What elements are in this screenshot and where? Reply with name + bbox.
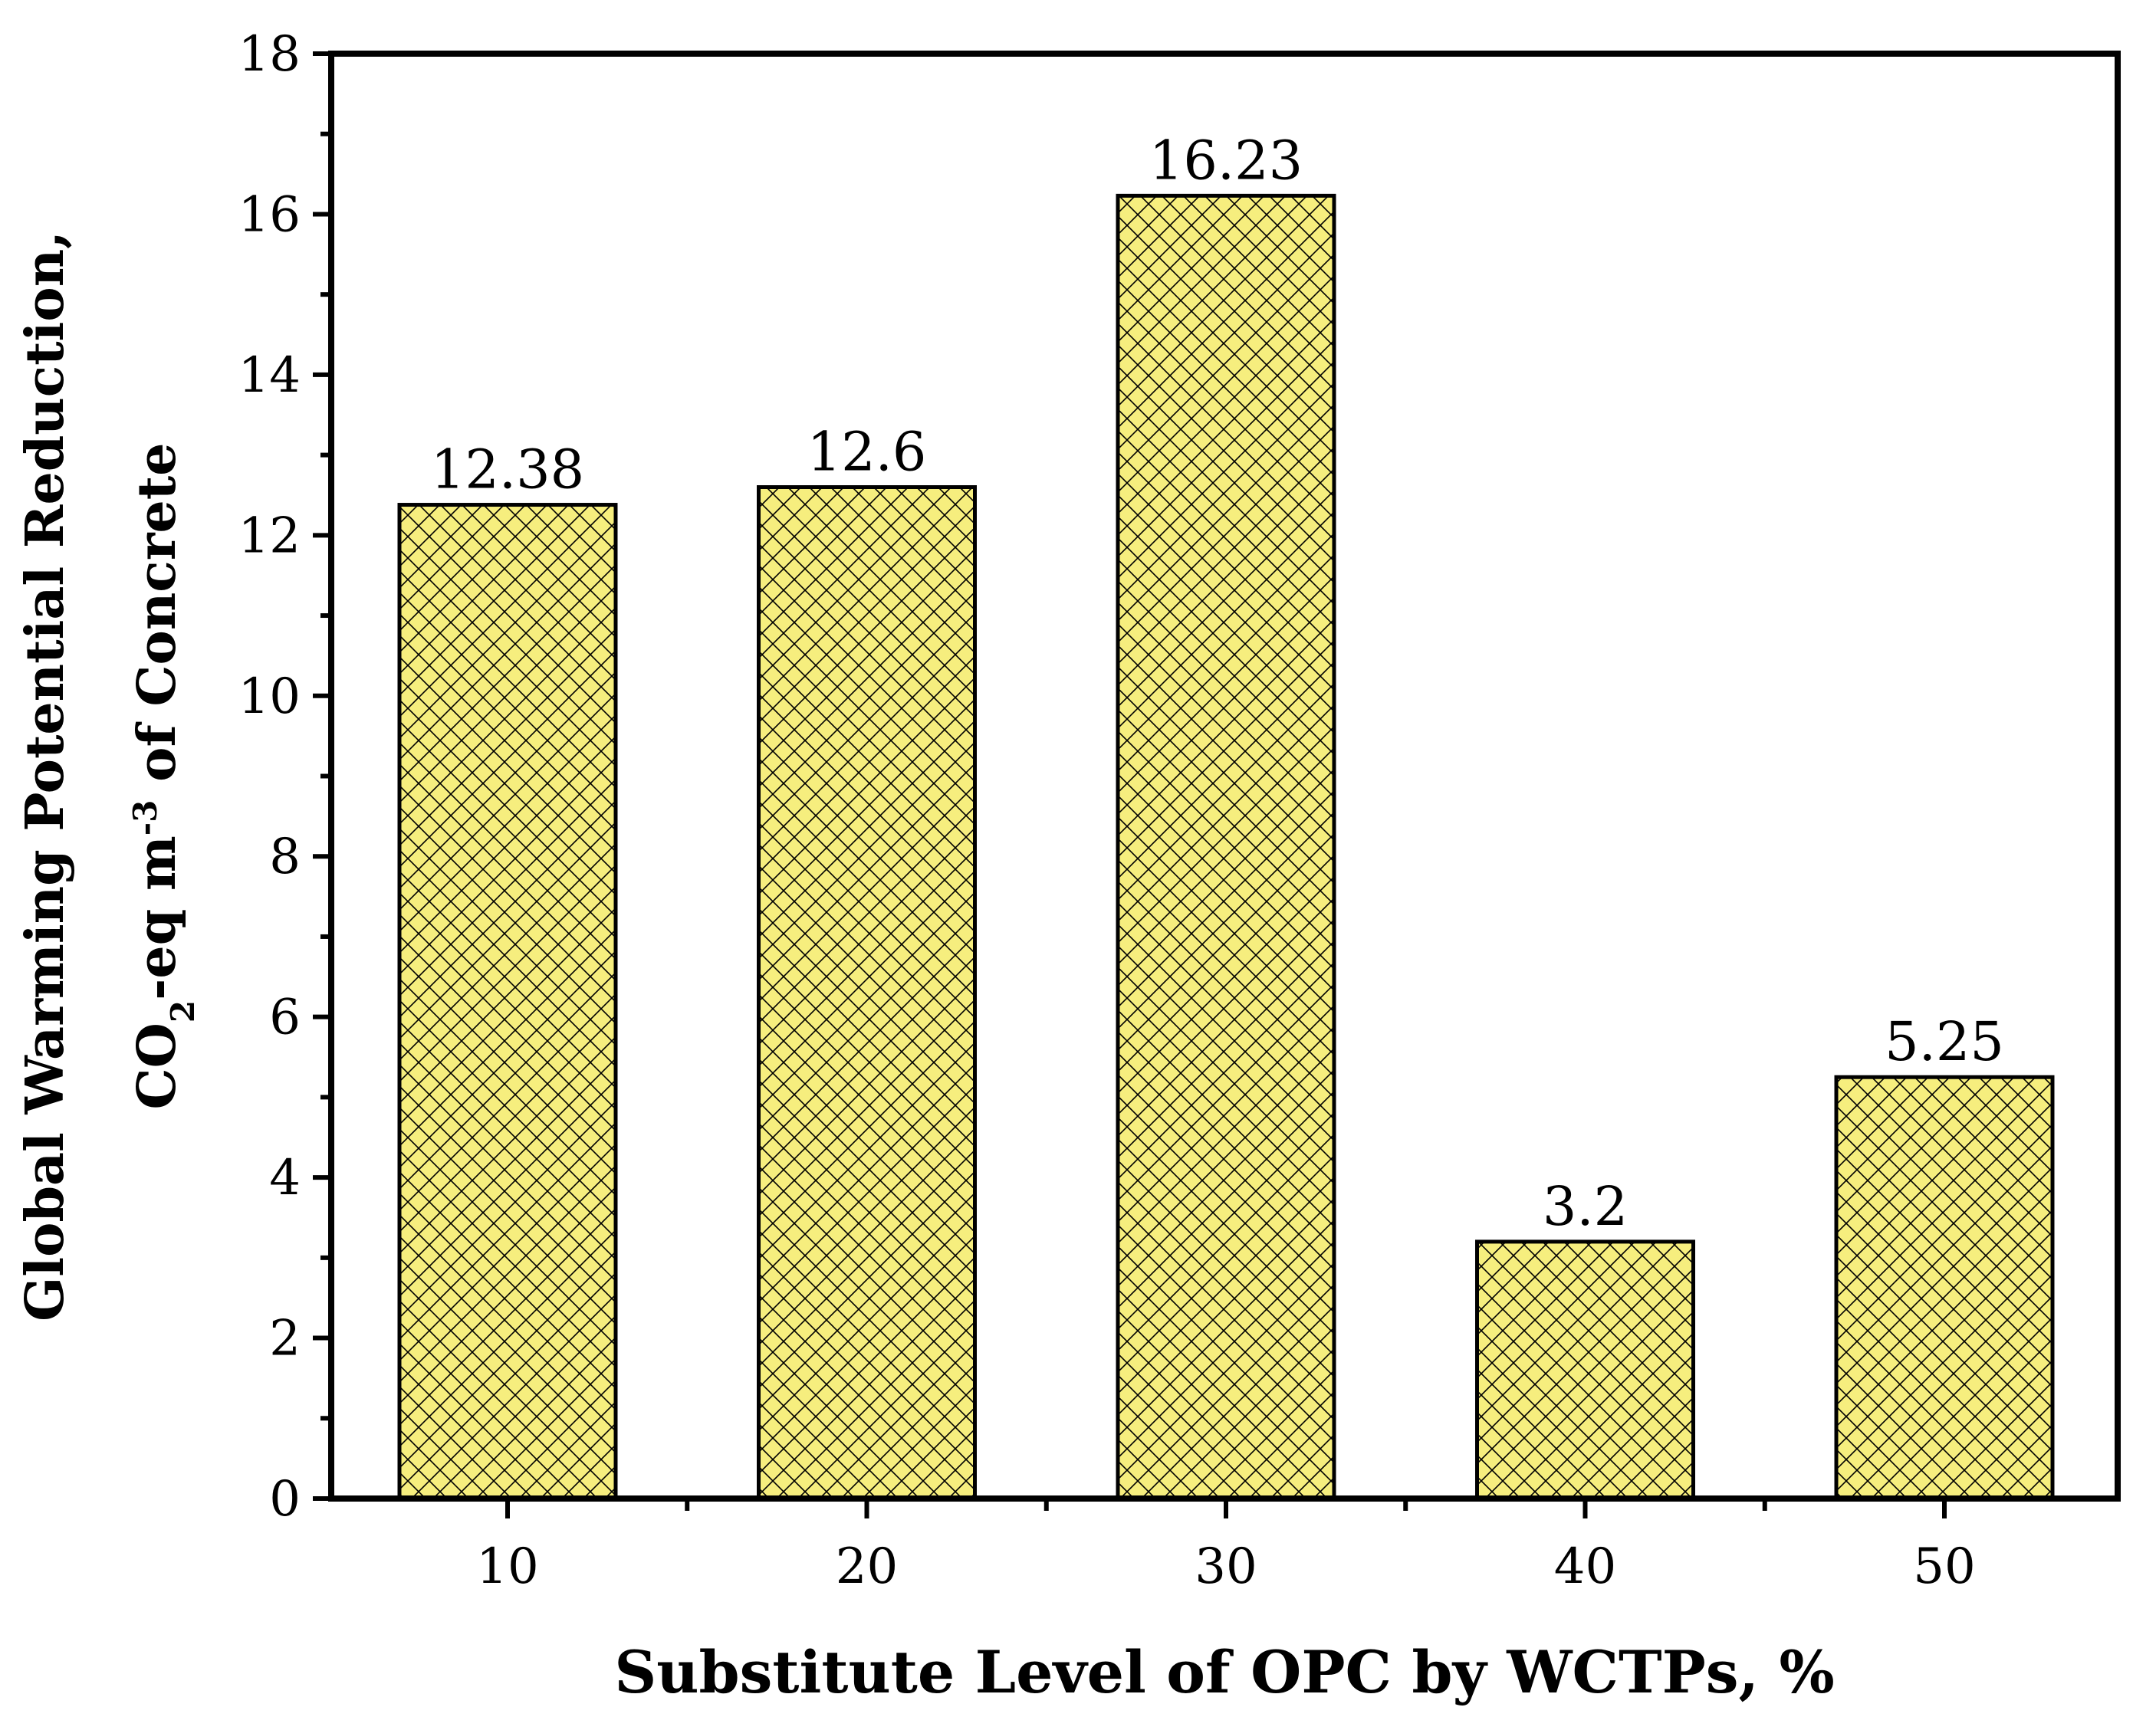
y-axis-title-sup: -3	[127, 800, 164, 836]
bar-value-label: 5.25	[1885, 1010, 2004, 1073]
x-tick-label: 40	[1554, 1538, 1616, 1595]
y-tick-label: 10	[238, 668, 301, 725]
bars-layer	[397, 193, 2055, 1501]
value-labels-layer: 12.38 12.6 16.23 3.2 5.25	[431, 129, 2004, 1238]
x-tick-label: 30	[1195, 1538, 1257, 1595]
y-axis-title-line1: Global Warming Potential Reduction,	[15, 231, 76, 1321]
x-axis: 10 20 30 40 50	[476, 1499, 1976, 1595]
x-tick-label: 20	[836, 1538, 898, 1595]
bar	[1834, 1075, 2055, 1501]
bar-value-label: 3.2	[1543, 1175, 1628, 1238]
bar-value-label: 12.6	[807, 421, 927, 484]
y-tick-label: 2	[269, 1311, 301, 1367]
y-tick-label: 0	[269, 1471, 301, 1528]
y-axis-title-rest: of Concrete	[127, 443, 188, 800]
bar	[1475, 1239, 1695, 1501]
y-axis-title-sub: 2	[164, 1000, 202, 1023]
bar-value-label: 12.38	[431, 438, 584, 501]
y-axis-title-co: CO	[127, 1023, 188, 1109]
y-tick-label: 8	[269, 829, 301, 885]
x-tick-label: 10	[476, 1538, 538, 1595]
y-tick-label: 14	[238, 347, 301, 404]
bar-value-label: 16.23	[1149, 129, 1303, 192]
bar	[397, 503, 618, 1501]
bar	[1116, 193, 1336, 1501]
bar	[757, 485, 977, 1501]
x-tick-label: 50	[1913, 1538, 1975, 1595]
y-axis-title-eq: -eq m	[127, 836, 188, 1000]
y-axis-title-line2: CO2-eq m-3 of Concrete	[127, 443, 202, 1110]
x-axis-title: Substitute Level of OPC by WCTPs, %	[614, 1638, 1834, 1706]
y-tick-label: 4	[269, 1150, 301, 1206]
y-tick-label: 18	[238, 26, 301, 83]
y-tick-label: 16	[238, 186, 301, 243]
y-tick-label: 6	[269, 990, 301, 1046]
y-axis: 0 2 4 6 8 10 12 14 16 18	[238, 26, 331, 1528]
y-tick-label: 12	[238, 507, 301, 564]
